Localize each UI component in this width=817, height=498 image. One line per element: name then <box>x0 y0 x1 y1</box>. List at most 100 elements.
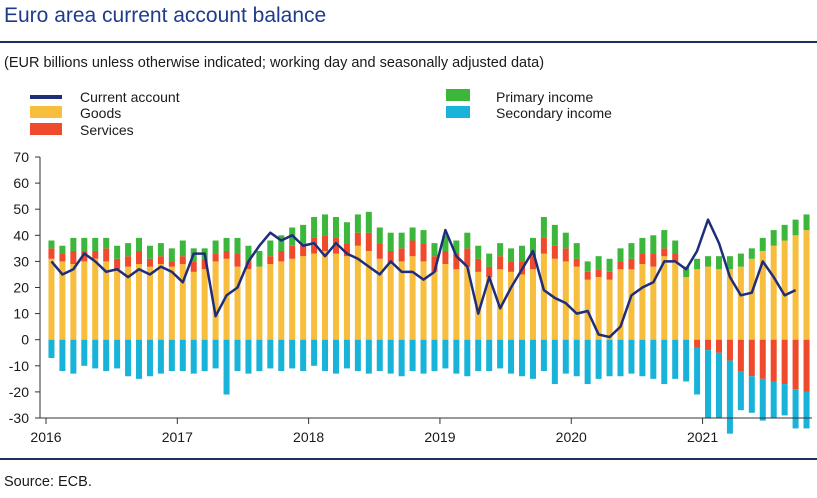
bar-services <box>715 339 722 353</box>
bar-primary-income <box>486 253 493 267</box>
bar-services <box>497 256 504 270</box>
bar-services <box>529 253 536 270</box>
bar-goods <box>562 261 569 340</box>
bar-secondary-income <box>256 339 263 372</box>
bar-primary-income <box>81 237 88 251</box>
bar-services <box>168 261 175 267</box>
x-tick-label: 2021 <box>687 429 718 445</box>
bar-primary-income <box>803 214 810 231</box>
bar-secondary-income <box>354 339 361 372</box>
bar-secondary-income <box>343 339 350 369</box>
bar-services <box>322 235 329 251</box>
bar-goods <box>431 271 438 340</box>
bar-services <box>573 258 580 267</box>
bar-secondary-income <box>497 339 504 369</box>
chart-subtitle: (EUR billions unless otherwise indicated… <box>4 55 545 71</box>
bar-goods <box>278 261 285 340</box>
bar-secondary-income <box>519 339 526 377</box>
bar-services <box>639 253 646 265</box>
bar-secondary-income <box>726 360 733 434</box>
bar-primary-income <box>245 245 252 262</box>
bar-services <box>278 250 285 262</box>
bar-secondary-income <box>595 339 602 379</box>
bar-goods <box>639 264 646 340</box>
bar-secondary-income <box>234 339 241 372</box>
bar-secondary-income <box>650 339 657 379</box>
bar-primary-income <box>540 217 547 238</box>
bar-primary-income <box>792 219 799 236</box>
bar-secondary-income <box>617 339 624 377</box>
bar-primary-income <box>332 217 339 238</box>
bar-goods <box>803 230 810 340</box>
bar-primary-income <box>715 256 722 270</box>
bar-secondary-income <box>694 347 701 395</box>
source-note: Source: ECB. <box>4 474 92 490</box>
bar-goods <box>748 258 755 340</box>
legend-swatch-goods <box>30 106 62 118</box>
legend-services: Services <box>80 122 134 138</box>
bar-services <box>628 258 635 270</box>
bar-primary-income <box>267 240 274 257</box>
bar-goods <box>190 271 197 340</box>
bar-secondary-income <box>48 339 55 358</box>
bar-goods <box>343 256 350 340</box>
bar-services <box>157 256 164 265</box>
bar-goods <box>606 279 613 340</box>
bar-primary-income <box>223 237 230 251</box>
bar-services <box>464 248 471 267</box>
bar-goods <box>234 266 241 340</box>
bar-services <box>442 250 449 265</box>
bar-secondary-income <box>639 339 646 377</box>
bar-goods <box>409 256 416 340</box>
bar-services <box>475 258 482 272</box>
legend-swatch-secondary <box>446 106 470 118</box>
bar-services <box>70 250 77 265</box>
bar-secondary-income <box>300 339 307 372</box>
bar-goods <box>267 264 274 340</box>
bar-goods <box>540 253 547 340</box>
bar-goods <box>475 271 482 340</box>
bar-services <box>650 253 657 267</box>
bar-secondary-income <box>267 339 274 369</box>
bar-secondary-income <box>103 339 110 372</box>
bar-services <box>289 245 296 259</box>
bar-primary-income <box>48 240 55 249</box>
bar-secondary-income <box>803 391 810 429</box>
bar-goods <box>759 250 766 340</box>
bar-primary-income <box>114 245 121 259</box>
bar-services <box>146 258 153 267</box>
bar-goods <box>48 258 55 340</box>
bar-secondary-income <box>387 339 394 374</box>
bar-primary-income <box>683 266 690 278</box>
bar-secondary-income <box>464 339 471 377</box>
bar-primary-income <box>59 245 66 254</box>
bar-primary-income <box>672 240 679 254</box>
y-tick-label: 50 <box>13 201 29 217</box>
bar-secondary-income <box>201 339 208 372</box>
bar-services <box>103 248 110 262</box>
bar-services <box>332 237 339 254</box>
bar-services <box>245 261 252 270</box>
bar-primary-income <box>398 232 405 249</box>
bar-goods <box>300 256 307 340</box>
bar-services <box>803 339 810 392</box>
bar-primary-income <box>694 258 701 270</box>
bar-services <box>672 253 679 262</box>
bar-services <box>770 339 777 382</box>
bar-goods <box>781 240 788 340</box>
bar-primary-income <box>70 237 77 251</box>
bar-secondary-income <box>332 339 339 374</box>
bar-services <box>748 339 755 377</box>
bar-services <box>48 248 55 259</box>
bar-services <box>114 258 121 270</box>
bar-goods <box>103 261 110 340</box>
bar-services <box>759 339 766 379</box>
y-tick-label: 60 <box>13 175 29 191</box>
bar-goods <box>387 264 394 340</box>
bar-goods <box>573 266 580 340</box>
bar-services <box>136 250 143 265</box>
bar-primary-income <box>157 243 164 257</box>
bar-secondary-income <box>573 339 580 377</box>
y-tick-label: -10 <box>9 358 29 374</box>
